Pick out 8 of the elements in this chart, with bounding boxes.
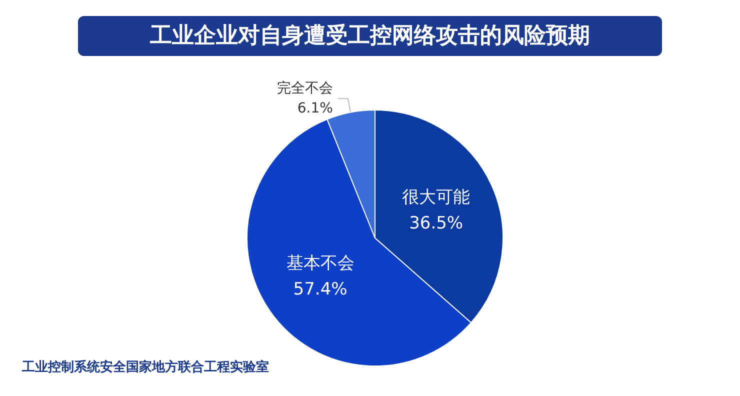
chart-title: 工业企业对自身遭受工控网络攻击的风险预期 [149, 24, 590, 48]
data-label: 57.4% [293, 280, 348, 300]
text: 工业控制系统安全国家地方联合工程实验室 [21, 359, 269, 375]
slice-label: 很大可能 [402, 187, 470, 208]
data-label: 6.1% [297, 100, 333, 117]
slice-label: 完全不会 [276, 80, 333, 97]
data-label: 36.5% [409, 213, 464, 234]
slice-label: 基本不会 [286, 254, 354, 274]
